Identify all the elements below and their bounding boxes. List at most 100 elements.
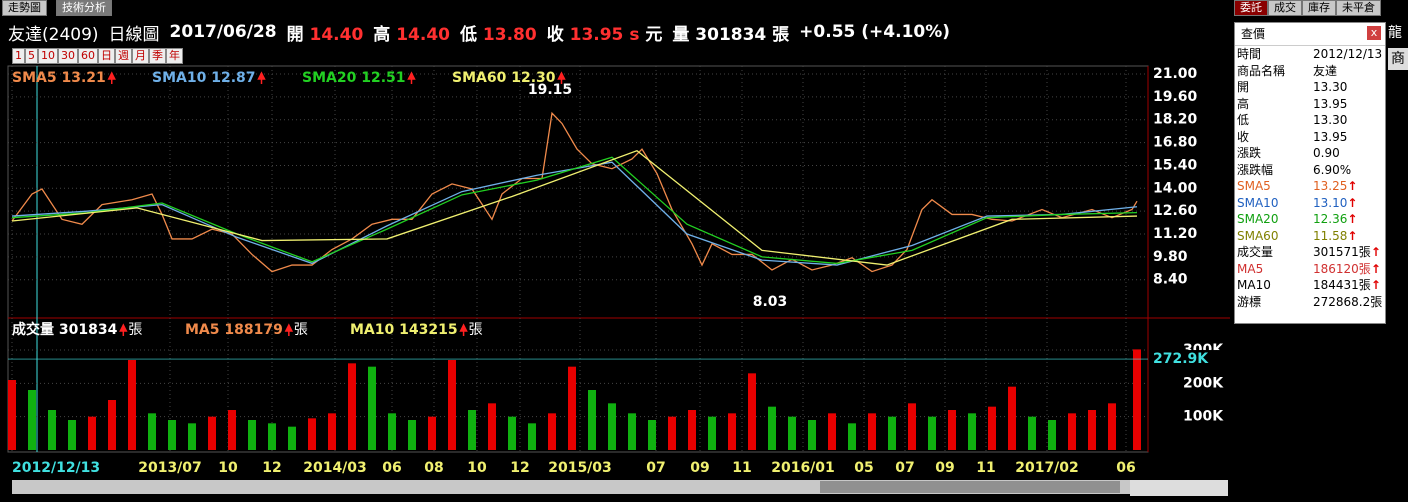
label: 低 — [459, 24, 477, 45]
info-label: SMA60 — [1237, 228, 1279, 243]
period-button[interactable]: 10 — [38, 48, 58, 64]
volume-bar — [508, 416, 516, 450]
info-value: 友達 — [1313, 63, 1385, 80]
volume-bar — [688, 410, 696, 450]
info-value: 12.36↑ — [1313, 211, 1385, 228]
x-tick-label: 2016/01 — [771, 460, 835, 476]
up-arrow: ↑ — [1347, 212, 1358, 226]
info-row: 高 13.95 — [1235, 96, 1385, 113]
x-tick-label: 2013/07 — [138, 460, 202, 476]
volume-bar — [488, 403, 496, 450]
x-tick-label: 10 — [467, 460, 487, 476]
volume-bar — [868, 413, 876, 450]
info-value: 184431張↑ — [1313, 277, 1385, 294]
legend-entry: 成交量 301834 — [12, 321, 118, 338]
volume-bar — [8, 380, 16, 450]
volume-bar — [328, 413, 336, 450]
price-line — [11, 150, 1138, 266]
info-value: 0.90 — [1313, 145, 1385, 162]
info-label: 時間 — [1237, 47, 1262, 61]
volume-bar — [28, 390, 36, 450]
close-button[interactable]: x — [1367, 26, 1381, 40]
volume-bar — [628, 413, 636, 450]
x-tick-label: 07 — [895, 460, 914, 476]
volume-bar — [348, 363, 356, 450]
period-button[interactable]: 年 — [166, 48, 183, 64]
info-value-text: 12.36 — [1313, 212, 1348, 226]
up-arrow — [119, 323, 128, 336]
info-row: 漲跌 0.90 — [1235, 145, 1385, 162]
x-tick-label: 11 — [976, 460, 995, 476]
volume-bar — [728, 413, 736, 450]
volume-bar — [708, 416, 716, 450]
date: 2017/06/28 — [169, 22, 277, 42]
info-value-text: 13.10 — [1313, 195, 1348, 210]
tab[interactable]: 技術分析 — [56, 0, 112, 16]
y-tick-label: 19.60 — [1153, 89, 1198, 105]
tab[interactable]: 成交 — [1268, 0, 1302, 16]
up-arrow — [284, 323, 294, 336]
tab[interactable]: 走勢圖 — [2, 0, 47, 16]
tab[interactable]: 未平倉 — [1336, 0, 1381, 16]
y-tick-label: 9.80 — [1153, 249, 1188, 265]
title: 查價 — [1241, 27, 1266, 41]
y-tick-label: 16.80 — [1153, 135, 1198, 151]
up-arrow: ↑ — [1347, 179, 1358, 193]
volume-bar — [268, 423, 276, 450]
unit: 張 — [469, 322, 483, 338]
volume-bar — [888, 416, 896, 450]
tab[interactable]: 庫存 — [1302, 0, 1336, 16]
up-arrow — [459, 323, 468, 336]
info-row: 時間 2012/12/13 — [1235, 46, 1385, 63]
info-value-text: 272868.2張 — [1313, 294, 1383, 309]
info-value: 13.95 — [1313, 96, 1385, 113]
info-label: 游標 — [1237, 294, 1262, 309]
rows: 時間 2012/12/13 商品名稱 友達開 13.30 高 13.95 低 13.30 收 13.… — [1235, 46, 1385, 310]
info-label: 高 — [1237, 96, 1250, 111]
info-row: SMA10 13.10↑ — [1235, 195, 1385, 212]
info-label: SMA20 — [1237, 212, 1279, 226]
period-button[interactable]: 60 — [78, 48, 98, 64]
legend-entry: SMA5 13.21 — [12, 70, 106, 86]
scroll-thumb[interactable] — [820, 481, 1120, 493]
label: 收 — [546, 24, 564, 45]
period-button[interactable]: 30 — [58, 48, 78, 64]
price-line — [11, 156, 1138, 265]
x-tick-label: 12 — [510, 460, 529, 476]
info-value-text: 13.95 — [1313, 129, 1348, 144]
tab[interactable]: 委託 — [1234, 0, 1268, 16]
volume-bar — [968, 413, 976, 450]
toolbar[interactable] — [1130, 480, 1228, 496]
x-tick-label: 12 — [262, 460, 281, 476]
period-button[interactable]: 1 — [12, 48, 25, 64]
value: 301834 張 — [695, 24, 790, 45]
period-button[interactable]: 週 — [115, 48, 132, 64]
volume-bar — [568, 366, 576, 450]
volume-bar — [788, 416, 796, 450]
volume-bar — [768, 406, 776, 450]
volume-bar — [588, 390, 596, 450]
y-tick-label: 8.40 — [1153, 272, 1188, 288]
info-label: 漲跌幅 — [1237, 162, 1274, 177]
y-tick-label: 11.20 — [1153, 226, 1198, 242]
x-tick-label: 08 — [424, 460, 443, 476]
x-tick-label: 11 — [732, 460, 751, 476]
info-value: 13.10↑ — [1313, 195, 1385, 212]
volume-bar — [248, 420, 256, 450]
side-button[interactable]: 商 — [1388, 48, 1408, 70]
volume-bar — [108, 400, 116, 450]
legend-entry: MA10 143215 — [350, 322, 458, 338]
period-button[interactable]: 5 — [25, 48, 38, 64]
volume-bar — [408, 420, 416, 450]
info-row: 商品名稱 友達 — [1235, 63, 1385, 80]
period-button[interactable]: 季 — [149, 48, 166, 64]
period-button[interactable]: 月 — [132, 48, 149, 64]
period-button[interactable]: 日 — [98, 48, 115, 64]
volume-bar — [608, 403, 616, 450]
up-arrow — [557, 71, 566, 84]
chart: 21.00 19.60 18.20 16.80 15.40 14.00 12.60 11.20… — [7, 65, 1230, 496]
y-tick-label: 18.20 — [1153, 112, 1198, 128]
info-value-text: 301571張 — [1313, 245, 1371, 259]
volume-bar — [168, 420, 176, 450]
